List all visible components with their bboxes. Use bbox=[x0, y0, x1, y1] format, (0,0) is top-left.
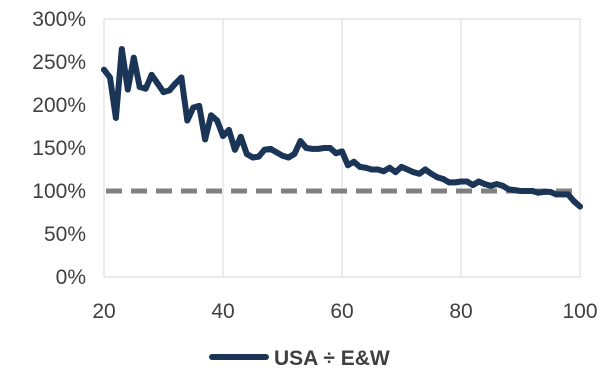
y-tick-label: 50% bbox=[44, 223, 86, 246]
series-point bbox=[137, 84, 143, 90]
series-point bbox=[321, 145, 327, 151]
series-point bbox=[131, 55, 137, 61]
series-point bbox=[363, 165, 369, 171]
series-point bbox=[214, 117, 220, 123]
series-point bbox=[393, 169, 399, 175]
series-point bbox=[381, 168, 387, 174]
series-point bbox=[351, 159, 357, 165]
legend-label: USA ÷ E&W bbox=[274, 347, 390, 370]
series-point bbox=[553, 191, 559, 197]
series-point bbox=[464, 179, 470, 185]
series-point bbox=[404, 167, 410, 173]
y-tick-label: 100% bbox=[32, 180, 86, 203]
series-point bbox=[161, 89, 167, 95]
series-point bbox=[369, 167, 375, 173]
series-point bbox=[202, 136, 208, 142]
series-point bbox=[172, 81, 178, 87]
series-point bbox=[119, 46, 125, 52]
x-tick-label: 20 bbox=[92, 300, 115, 323]
series-point bbox=[470, 182, 476, 188]
series-point bbox=[476, 179, 482, 185]
series-point bbox=[125, 87, 131, 93]
series-point bbox=[244, 151, 250, 157]
series-point bbox=[327, 145, 333, 151]
series-point bbox=[178, 74, 184, 80]
series-point bbox=[291, 151, 297, 157]
series-point bbox=[458, 179, 464, 185]
series-point bbox=[440, 176, 446, 182]
series-point bbox=[488, 183, 494, 189]
series-point bbox=[387, 165, 393, 171]
series-point bbox=[506, 186, 512, 192]
series-point bbox=[565, 191, 571, 197]
series-point bbox=[274, 149, 280, 155]
series-point bbox=[482, 181, 488, 187]
x-tick-label: 40 bbox=[211, 300, 234, 323]
series-point bbox=[559, 191, 565, 197]
series-point bbox=[232, 147, 238, 153]
series-point bbox=[250, 154, 256, 160]
series-point bbox=[375, 167, 381, 173]
y-tick-label: 200% bbox=[32, 94, 86, 117]
series-point bbox=[410, 169, 416, 175]
x-tick-label: 60 bbox=[330, 300, 353, 323]
y-tick-label: 150% bbox=[32, 137, 86, 160]
series-point bbox=[535, 190, 541, 196]
series-point bbox=[577, 203, 583, 209]
series-point bbox=[571, 198, 577, 204]
series-point bbox=[184, 117, 190, 123]
series-point bbox=[262, 147, 268, 153]
gridlines bbox=[223, 19, 461, 277]
series-point bbox=[155, 81, 161, 87]
series-point bbox=[494, 181, 500, 187]
series-point bbox=[190, 105, 196, 111]
series-point bbox=[220, 133, 226, 139]
x-axis-ticks: 20 40 60 80 100 bbox=[92, 300, 597, 323]
series-point bbox=[541, 189, 547, 195]
series-point bbox=[523, 188, 529, 194]
series-point bbox=[285, 154, 291, 160]
series-point bbox=[226, 127, 232, 133]
series-point bbox=[333, 150, 339, 156]
series-point bbox=[107, 74, 113, 80]
series-point bbox=[149, 72, 155, 78]
series-point bbox=[297, 138, 303, 144]
series-point bbox=[399, 164, 405, 170]
y-tick-label: 250% bbox=[32, 51, 86, 74]
series-point bbox=[345, 162, 351, 168]
series-point bbox=[166, 87, 172, 93]
series-point bbox=[238, 134, 244, 140]
series-point bbox=[143, 86, 149, 92]
series-point bbox=[101, 67, 107, 73]
series-point bbox=[315, 146, 321, 152]
series-point bbox=[208, 112, 214, 118]
series-point bbox=[518, 188, 524, 194]
series-point bbox=[529, 188, 535, 194]
x-tick-label: 100 bbox=[562, 300, 597, 323]
series-point bbox=[357, 164, 363, 170]
y-axis-ticks: 0% 50% 100% 150% 200% 250% 300% bbox=[32, 8, 86, 289]
legend: USA ÷ E&W bbox=[212, 347, 390, 370]
series-point bbox=[422, 167, 428, 173]
series-point bbox=[303, 145, 309, 151]
series-point bbox=[434, 174, 440, 180]
series-point bbox=[256, 154, 262, 160]
series-point bbox=[500, 183, 506, 189]
series-point bbox=[512, 187, 518, 193]
series-point bbox=[428, 171, 434, 177]
series-point bbox=[446, 179, 452, 185]
series-point bbox=[416, 171, 422, 177]
x-tick-label: 80 bbox=[449, 300, 472, 323]
series-point bbox=[309, 146, 315, 152]
series-point bbox=[280, 153, 286, 159]
series-point bbox=[547, 189, 553, 195]
series-point bbox=[113, 115, 119, 121]
series-point bbox=[196, 103, 202, 109]
series-point bbox=[268, 146, 274, 152]
y-tick-label: 0% bbox=[56, 266, 86, 289]
y-tick-label: 300% bbox=[32, 8, 86, 31]
series-point bbox=[452, 179, 458, 185]
series-point bbox=[339, 148, 345, 154]
